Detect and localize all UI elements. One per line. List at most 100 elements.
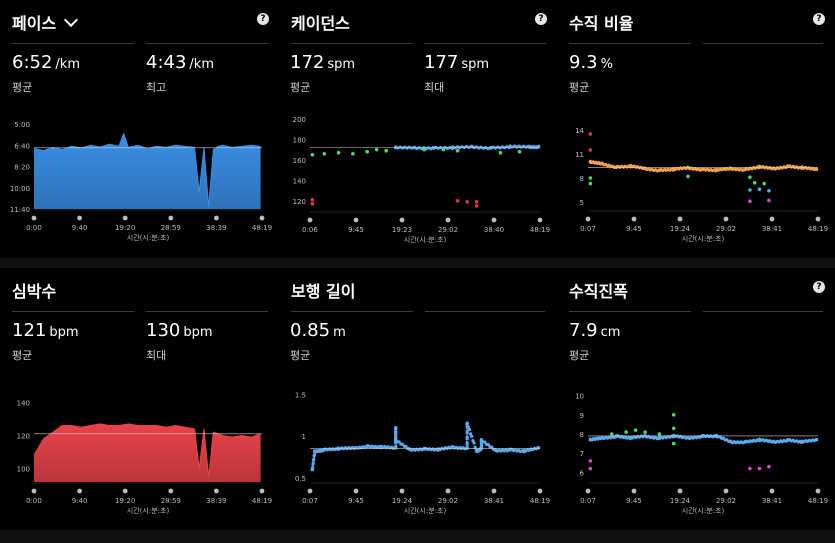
y-tick-label: 14: [575, 127, 584, 135]
y-tick-label: 7: [580, 450, 584, 458]
stat-label: 평균: [569, 81, 590, 94]
x-tick-dot: [723, 488, 729, 494]
stat-block: 4:43/km 최고: [146, 52, 214, 95]
x-axis-label: 시간(시:분:초): [127, 506, 170, 515]
stat-block: 7.9 cm 평균: [569, 320, 620, 363]
data-point: [588, 176, 593, 180]
data-point: [474, 200, 479, 204]
x-tick-label: 38:39: [206, 224, 226, 232]
x-tick-dot: [769, 488, 775, 494]
y-tick-label: 10:00: [10, 185, 30, 193]
x-tick-label: 48:19: [530, 497, 550, 505]
area-series: [34, 423, 261, 482]
x-tick-dot: [491, 488, 497, 494]
y-tick-label: 120: [17, 433, 30, 441]
area-outline: [33, 423, 261, 478]
x-tick-dot: [31, 488, 37, 494]
stat-unit: spm: [461, 57, 490, 72]
help-icon[interactable]: ?: [813, 281, 825, 293]
data-point: [465, 435, 469, 439]
chevron-down-icon[interactable]: [64, 12, 79, 28]
data-point: [588, 459, 593, 463]
x-tick-label: 9:45: [348, 497, 364, 505]
data-point: [757, 466, 762, 471]
stat-label: 평균: [290, 349, 311, 362]
x-tick-label: 9:45: [626, 497, 642, 505]
x-tick-dot: [353, 488, 359, 494]
x-tick-dot: [537, 217, 543, 223]
data-point: [748, 466, 752, 471]
data-point: [336, 150, 341, 155]
data-point: [322, 151, 327, 156]
y-tick-label: 10: [575, 393, 584, 401]
x-tick-label: 19:24: [670, 225, 691, 233]
x-tick-dot: [585, 216, 591, 222]
data-point: [588, 132, 593, 136]
x-tick-dot: [353, 217, 359, 223]
stat-value: 7.9: [569, 320, 598, 341]
data-point: [394, 427, 398, 431]
stat-label: 평균: [12, 349, 33, 362]
data-point: [757, 187, 762, 191]
x-tick-dot: [491, 217, 497, 223]
data-point: [474, 204, 479, 208]
help-icon[interactable]: ?: [257, 13, 269, 25]
stat-block: 9.3% 평균: [569, 52, 613, 95]
x-tick-label: 0:07: [580, 497, 596, 505]
y-tick-label: 8: [580, 431, 584, 439]
x-tick-dot: [168, 215, 174, 221]
data-point: [466, 425, 470, 429]
metric-card: 수직진폭? 7.9 cm 평균 6 7 8 9 10 0:07 9:45 19:24 29:02 38:4…: [557, 268, 835, 530]
metric-card: 케이던스? 172 spm 평균 177 spm 최대 120 140 160 180 200 0:06…: [279, 0, 557, 258]
x-tick-dot: [77, 215, 82, 221]
y-tick-label: 11:40: [10, 206, 30, 214]
data-point: [536, 145, 540, 149]
chart-svg: 5:00 6:40 8:20 10:00 11:40 0:00 9:40 19:20 28:59…: [10, 121, 272, 242]
stat-unit: bpm: [49, 325, 79, 340]
data-point: [748, 188, 752, 192]
data-point: [365, 149, 369, 154]
x-tick-dot: [122, 215, 128, 221]
x-tick-dot: [445, 217, 451, 223]
metric-card: 심박수 121 bpm 평균 130 bpm 최대 100 120 140 0:00 9:40 19:2…: [0, 268, 279, 530]
data-point: [351, 151, 355, 156]
card-title[interactable]: 페이스: [12, 10, 79, 34]
data-point: [686, 174, 690, 179]
data-point: [657, 432, 662, 436]
data-point: [748, 175, 752, 179]
data-point: [465, 441, 469, 445]
x-tick-dot: [214, 488, 219, 494]
metric-card: 수직 비율? 9.3% 평균 5 8 11 14 0:07 9:45 19:24 29:02 38:4…: [557, 0, 835, 258]
data-point: [588, 181, 593, 186]
vertical-ratio-chart: 5 8 11 14 0:07 9:45 19:24 29:02 38:41 48:19 시간(시:분…: [560, 108, 832, 244]
metric-card: 페이스? 6:52/km 평균 4:43/km 최고 5:00 6:40 8:20 10:00 1…: [0, 0, 279, 258]
stat-block: 172 spm 평균: [290, 52, 355, 95]
x-tick-dot: [168, 488, 174, 494]
x-tick-dot: [815, 488, 821, 494]
x-tick-label: 29:02: [716, 225, 736, 233]
metric-card: 보행 길이 0.85 m 평균 0.5 1 1.5 0:07 9:45 19:24 29:02 38:…: [279, 268, 557, 530]
x-tick-dot: [77, 488, 82, 494]
card-title-text: 수직 비율: [569, 14, 634, 33]
data-point: [312, 457, 316, 461]
x-tick-dot: [399, 488, 405, 494]
x-tick-dot: [307, 488, 313, 494]
x-tick-label: 38:41: [484, 497, 504, 505]
data-point: [465, 429, 469, 433]
area-outline: [33, 132, 261, 207]
help-icon[interactable]: ?: [813, 13, 825, 25]
data-point: [467, 428, 472, 432]
x-tick-dot: [723, 216, 729, 222]
x-tick-dot: [677, 488, 683, 494]
x-tick-label: 48:19: [252, 497, 272, 505]
stat-label: 최대: [424, 81, 445, 94]
help-icon[interactable]: ?: [535, 13, 547, 25]
x-axis-label: 시간(시:분:초): [404, 235, 447, 244]
x-tick-label: 0:00: [26, 497, 42, 505]
x-tick-dot: [585, 488, 591, 494]
vertical-oscillation-chart: 6 7 8 9 10 0:07 9:45 19:24 29:02 38:41 48:19 시간(시:분…: [560, 380, 832, 516]
stat-unit: %: [600, 57, 613, 72]
data-point: [633, 428, 638, 432]
x-tick-dot: [259, 488, 265, 494]
stat-unit: /km: [189, 57, 214, 72]
